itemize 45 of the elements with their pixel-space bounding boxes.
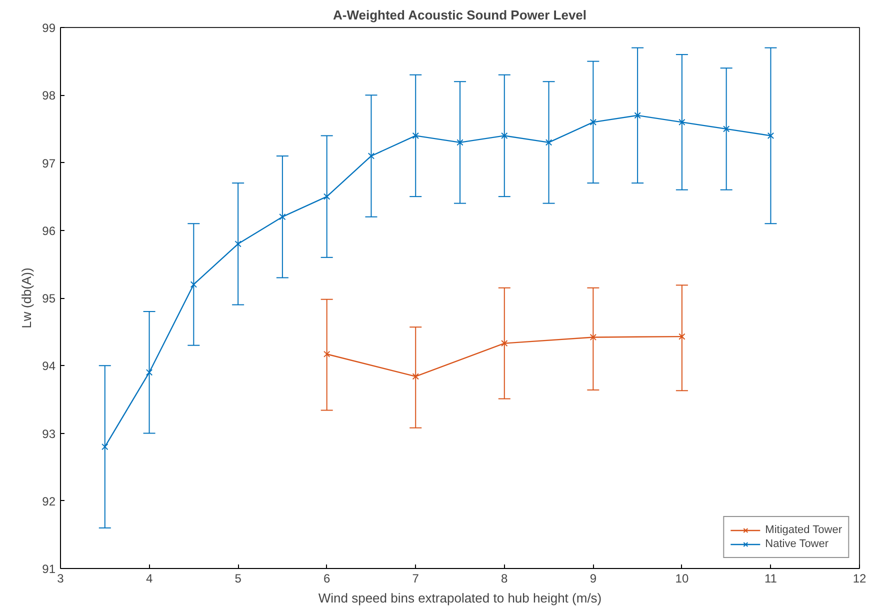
y-tick-label: 94	[42, 359, 56, 374]
y-axis-title: Lw (db(A))	[19, 268, 34, 328]
y-tick-label: 93	[42, 426, 56, 441]
x-tick-label: 7	[412, 572, 420, 586]
point	[412, 373, 419, 380]
point	[102, 443, 108, 450]
y-tick-label: 92	[42, 494, 56, 508]
point	[501, 132, 508, 140]
point	[190, 281, 197, 288]
y-tick-label: 95	[42, 292, 56, 306]
point	[590, 118, 596, 126]
y-tick-label: 98	[42, 88, 56, 103]
point	[634, 112, 641, 119]
y-tick-label: 97	[42, 156, 56, 170]
y-tick-label: 99	[42, 21, 56, 35]
point	[279, 214, 286, 220]
x-tick-label: 3	[57, 572, 64, 586]
point	[324, 350, 330, 358]
x-tick-label: 8	[501, 572, 508, 586]
x-tick-label: 6	[323, 572, 330, 586]
point	[501, 340, 508, 347]
x-tick-label: 5	[234, 572, 242, 586]
y-tick-label: 96	[42, 224, 56, 238]
point	[767, 132, 774, 140]
legend-label: Mitigated Tower	[765, 523, 842, 537]
x-tick-label: 11	[764, 572, 778, 586]
point	[723, 126, 730, 132]
x-axis-title: Wind speed bins extrapolated to hub height (m/s)	[318, 590, 602, 606]
chart-title: A-Weighted Acoustic Sound Power Level	[332, 8, 587, 22]
point	[678, 118, 686, 126]
x-tick-label: 9	[590, 572, 597, 586]
y-tick-label: 91	[42, 562, 56, 576]
point	[590, 334, 596, 341]
point	[146, 369, 153, 376]
point	[368, 152, 375, 160]
point	[234, 240, 242, 248]
point	[545, 139, 552, 146]
legend-label: Native Tower	[765, 537, 829, 551]
x-tick-label: 12	[852, 572, 866, 586]
point	[456, 139, 464, 146]
point	[412, 132, 419, 140]
point	[678, 333, 686, 340]
x-tick-label: 10	[675, 572, 689, 586]
point	[324, 193, 330, 200]
x-tick-label: 4	[146, 572, 153, 586]
